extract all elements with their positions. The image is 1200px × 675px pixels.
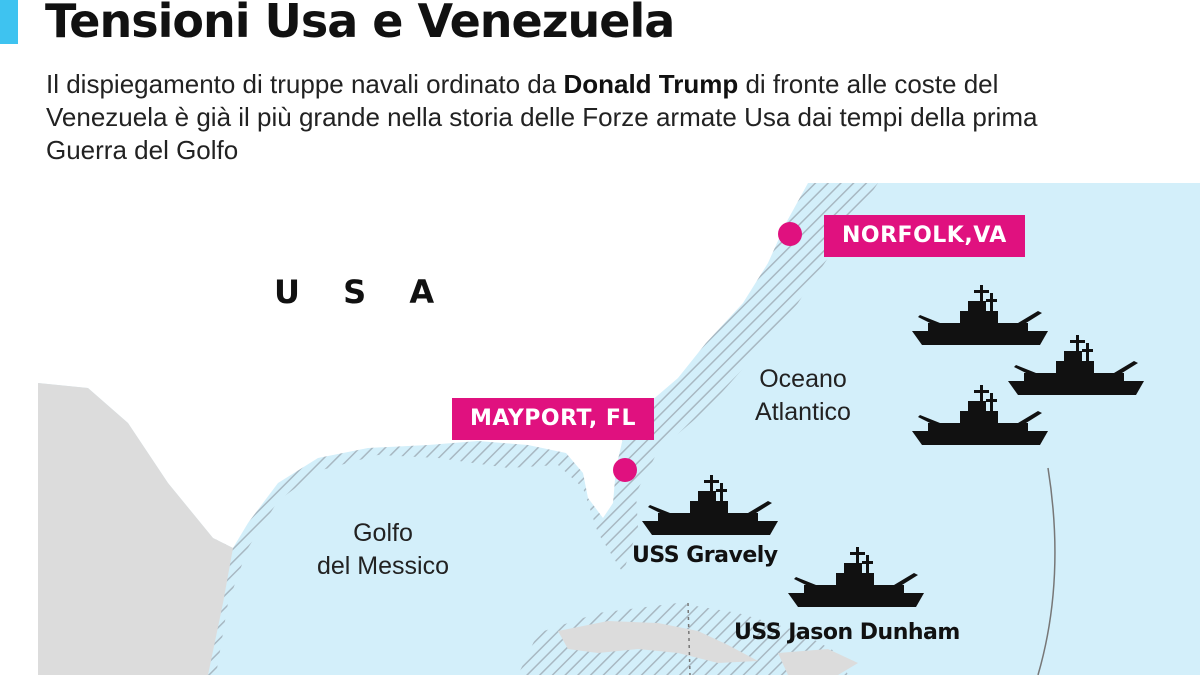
ship-label-gravely: USS Gravely <box>632 543 778 568</box>
usa-landmass <box>38 183 808 548</box>
subtitle-bold-name: Donald Trump <box>563 69 739 99</box>
usa-label: U S A <box>274 273 451 311</box>
mayport-port-dot <box>613 458 637 482</box>
page-title: Tensioni Usa e Venezuela <box>45 0 675 48</box>
warship-icon <box>642 475 778 535</box>
gulf-of-mexico-label: Golfo del Messico <box>283 517 483 583</box>
norfolk-port-dot <box>778 222 802 246</box>
ship-label-jason-dunham: USS Jason Dunham <box>734 620 960 645</box>
gulf-label-line: Golfo <box>353 519 413 547</box>
subtitle-text-end: di fronte alle coste del Venezuela è già… <box>46 69 1038 165</box>
atlantic-label-line: Oceano <box>759 365 847 393</box>
title-accent-bar <box>0 0 18 44</box>
norfolk-label: NORFOLK,VA <box>824 215 1025 257</box>
boundary-line <box>1037 467 1056 675</box>
subtitle-text-start: Il dispiegamento di truppe navali ordina… <box>46 69 564 99</box>
mayport-label: MAYPORT, FL <box>452 398 654 440</box>
subtitle: Il dispiegamento di truppe navali ordina… <box>46 68 1056 167</box>
atlantic-label-line: Atlantico <box>755 398 851 426</box>
map: U S A NORFOLK,VA MAYPORT, FL Oceano Atla… <box>38 183 1200 675</box>
warship-icon <box>788 547 924 607</box>
mexico-landmass <box>38 383 233 675</box>
atlantic-ocean-label: Oceano Atlantico <box>718 363 888 429</box>
cuba-landmass <box>558 621 758 663</box>
boundary-line <box>687 602 691 675</box>
warship-icon <box>912 385 1048 445</box>
hispaniola-landmass <box>778 649 858 675</box>
gulf-label-line: del Messico <box>317 552 449 580</box>
